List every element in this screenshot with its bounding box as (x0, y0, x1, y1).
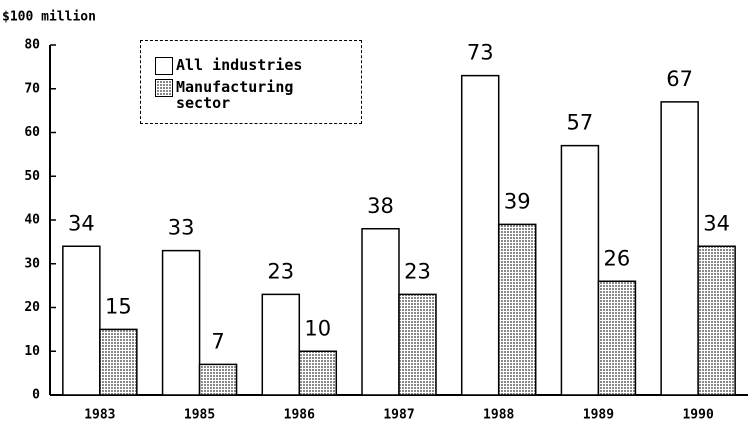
bar (361, 228, 400, 396)
y-tick-label: 10 (24, 344, 40, 359)
data-label: 57 (567, 111, 594, 135)
x-tick-label: 1988 (483, 408, 514, 423)
bar (261, 293, 301, 396)
legend-label: All industries (176, 56, 303, 74)
y-tick-label: 50 (24, 169, 40, 184)
bar (198, 363, 238, 396)
x-tick-label: 1990 (682, 408, 713, 423)
bar (660, 101, 699, 396)
x-tick-label: 1989 (583, 408, 614, 423)
bar (398, 293, 437, 396)
data-label: 67 (666, 67, 693, 91)
legend-item: Manufacturing sector (155, 79, 326, 111)
y-tick-label: 40 (24, 213, 40, 228)
data-label: 26 (604, 246, 631, 270)
legend: All industries Manufacturing sector (140, 40, 362, 124)
y-tick-label: 0 (32, 388, 40, 403)
bar (298, 350, 338, 396)
legend-item: All industries (155, 57, 326, 75)
bar (161, 249, 201, 396)
data-label: 34 (703, 211, 730, 235)
x-tick-label: 1986 (284, 408, 315, 423)
data-label: 38 (367, 194, 394, 218)
y-tick-label: 20 (24, 300, 40, 315)
y-axis-label: $100 million (2, 10, 96, 25)
data-label: 23 (267, 259, 294, 283)
legend-swatch (155, 57, 173, 75)
data-label: 7 (211, 329, 224, 353)
y-tick-label: 60 (24, 125, 40, 140)
x-tick-label: 1983 (84, 408, 115, 423)
bar (497, 223, 537, 396)
data-label: 73 (467, 41, 494, 65)
data-label: 39 (504, 189, 531, 213)
y-tick-label: 30 (24, 256, 40, 271)
data-label: 34 (68, 211, 95, 235)
bar (597, 280, 637, 396)
bar (99, 328, 138, 396)
x-tick-label: 1985 (184, 408, 215, 423)
bar (560, 144, 600, 396)
legend-label: Manufacturing sector (176, 78, 294, 112)
y-tick-label: 70 (24, 81, 40, 96)
data-label: 33 (168, 216, 195, 240)
data-label: 15 (105, 294, 132, 318)
bar (62, 245, 101, 396)
data-label: 10 (304, 316, 331, 340)
bar (697, 245, 736, 396)
x-tick-label: 1987 (383, 408, 414, 423)
legend-swatch (155, 79, 173, 97)
bar (460, 74, 500, 396)
data-label: 23 (404, 259, 431, 283)
y-tick-label: 80 (24, 38, 40, 53)
